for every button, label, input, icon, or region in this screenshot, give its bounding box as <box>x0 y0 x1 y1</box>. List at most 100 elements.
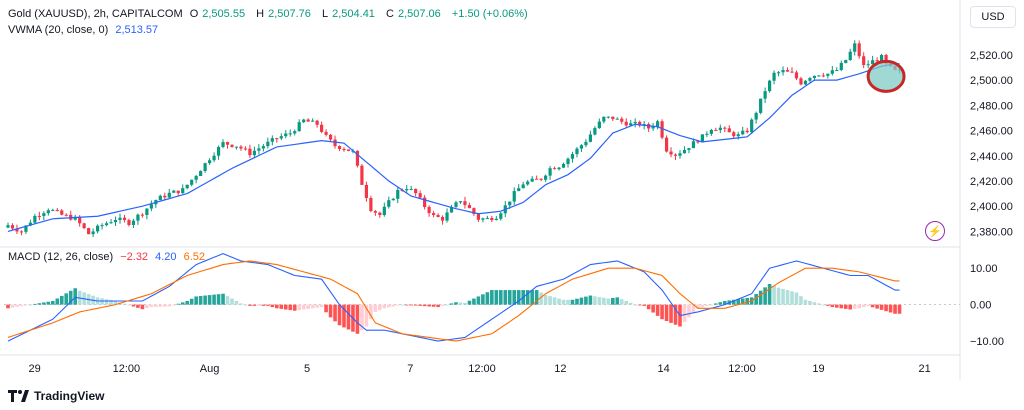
macd-histogram-bar <box>655 304 660 316</box>
candle-body <box>149 204 153 209</box>
macd-line <box>7 253 900 342</box>
macd-histogram-bar <box>893 304 897 314</box>
macd-histogram-bar <box>602 297 606 305</box>
macd-histogram-bar <box>266 304 270 306</box>
macd-histogram-bar <box>378 304 382 311</box>
candle-body <box>862 56 866 65</box>
candle-body <box>279 136 283 139</box>
symbol-label[interactable]: Gold (XAUUSD), 2h, CAPITALCOM <box>8 8 183 20</box>
macd-label[interactable]: MACD (12, 26, close) <box>8 251 114 263</box>
candle-body <box>423 197 427 208</box>
macd-histogram-bar <box>288 304 293 311</box>
candle-body <box>145 208 149 215</box>
candle-body <box>387 200 391 207</box>
macd-histogram-bar <box>579 297 584 305</box>
open-value: 2,505.55 <box>202 8 246 20</box>
candle-body <box>275 138 279 140</box>
macd-histogram-bar <box>776 287 781 305</box>
macd-histogram-bar <box>194 296 198 305</box>
macd-histogram-bar <box>239 303 243 305</box>
candle-body <box>512 191 516 202</box>
macd-histogram-bar <box>740 298 745 305</box>
candle-body <box>597 121 601 129</box>
candle-body <box>548 168 552 176</box>
macd-histogram-bar <box>723 301 727 305</box>
macd-histogram-bar <box>149 304 154 308</box>
macd-histogram-bar <box>525 290 530 305</box>
vwma-label[interactable]: VWMA (20, close, 0) <box>8 24 109 36</box>
candle-body <box>288 133 292 135</box>
candle-body <box>745 130 749 133</box>
open-label: O <box>189 8 199 20</box>
time-tick-label: 12:00 <box>113 363 141 375</box>
candle-body <box>194 176 198 180</box>
candle-body <box>248 148 252 156</box>
candle-body <box>776 72 781 74</box>
macd-histogram-bar <box>328 304 333 318</box>
candle-body <box>87 228 91 235</box>
macd-histogram-bar <box>391 304 396 307</box>
price-legend: Gold (XAUUSD), 2h, CAPITALCOM O 2,505.55 … <box>8 8 532 20</box>
macd-histogram-bar <box>615 297 620 305</box>
macd-histogram-bar <box>104 299 109 305</box>
macd-histogram-bar <box>409 304 413 306</box>
macd-histogram-bar <box>270 304 275 308</box>
candle-body <box>373 211 377 213</box>
macd-histogram-bar <box>319 304 324 308</box>
macd-histogram-bar <box>37 303 42 305</box>
macd-histogram-bar <box>781 288 785 305</box>
macd-histogram-bar <box>839 304 844 309</box>
candle-body <box>414 188 418 194</box>
close-label: C <box>386 8 394 20</box>
candle-body <box>297 122 301 132</box>
candle-body <box>230 144 234 147</box>
price-tick-label: 2,460.00 <box>970 126 1013 138</box>
macd-histogram-bar <box>364 304 369 327</box>
macd-histogram-bar <box>207 295 212 305</box>
candle-body <box>324 131 328 135</box>
candle-body <box>875 60 879 62</box>
vwma-value: 2,513.57 <box>115 24 159 36</box>
macd-histogram-bar <box>516 290 521 305</box>
tradingview-brand[interactable]: TradingView <box>8 389 104 403</box>
lightning-bolt-icon[interactable]: ⚡ <box>925 221 945 241</box>
currency-button[interactable]: USD <box>970 6 1016 28</box>
macd-histogram-bar <box>709 304 714 306</box>
candle-body <box>830 70 834 74</box>
candle-body <box>78 216 82 224</box>
macd-histogram-bar <box>301 304 306 310</box>
macd-histogram-bar <box>310 304 315 309</box>
macd-histogram-bar <box>866 304 870 307</box>
candle-body <box>199 171 203 177</box>
macd-histogram-bar <box>225 296 230 305</box>
candle-body <box>499 213 503 219</box>
time-tick-label: Aug <box>200 363 220 375</box>
macd-histogram-bar <box>848 304 853 310</box>
candle-body <box>593 128 597 135</box>
candle-body <box>463 201 467 206</box>
macd-histogram-bar <box>794 292 799 305</box>
price-tick-label: 2,520.00 <box>970 50 1013 62</box>
candle-body <box>575 148 579 155</box>
macd-histogram-bar <box>754 294 758 305</box>
macd-histogram-bar <box>490 290 494 305</box>
candle-body <box>741 130 745 135</box>
macd-histogram-bar <box>803 299 808 305</box>
candle-body <box>96 225 100 232</box>
macd-histogram-bar <box>628 302 633 305</box>
candle-body <box>691 141 696 149</box>
candle-body <box>270 138 274 142</box>
candle-body <box>409 188 413 190</box>
candle-body <box>866 64 870 66</box>
macd-histogram-bar <box>395 304 400 306</box>
macd-histogram-bar <box>888 304 893 313</box>
candle-body <box>696 141 700 143</box>
macd-histogram-bar <box>136 304 140 308</box>
macd-histogram-bar <box>624 301 629 305</box>
macd-histogram-bar <box>154 304 158 307</box>
macd-histogram-bar <box>297 304 301 311</box>
macd-histogram-bar <box>879 304 884 310</box>
candle-body <box>732 132 736 137</box>
candle-body <box>561 164 566 168</box>
